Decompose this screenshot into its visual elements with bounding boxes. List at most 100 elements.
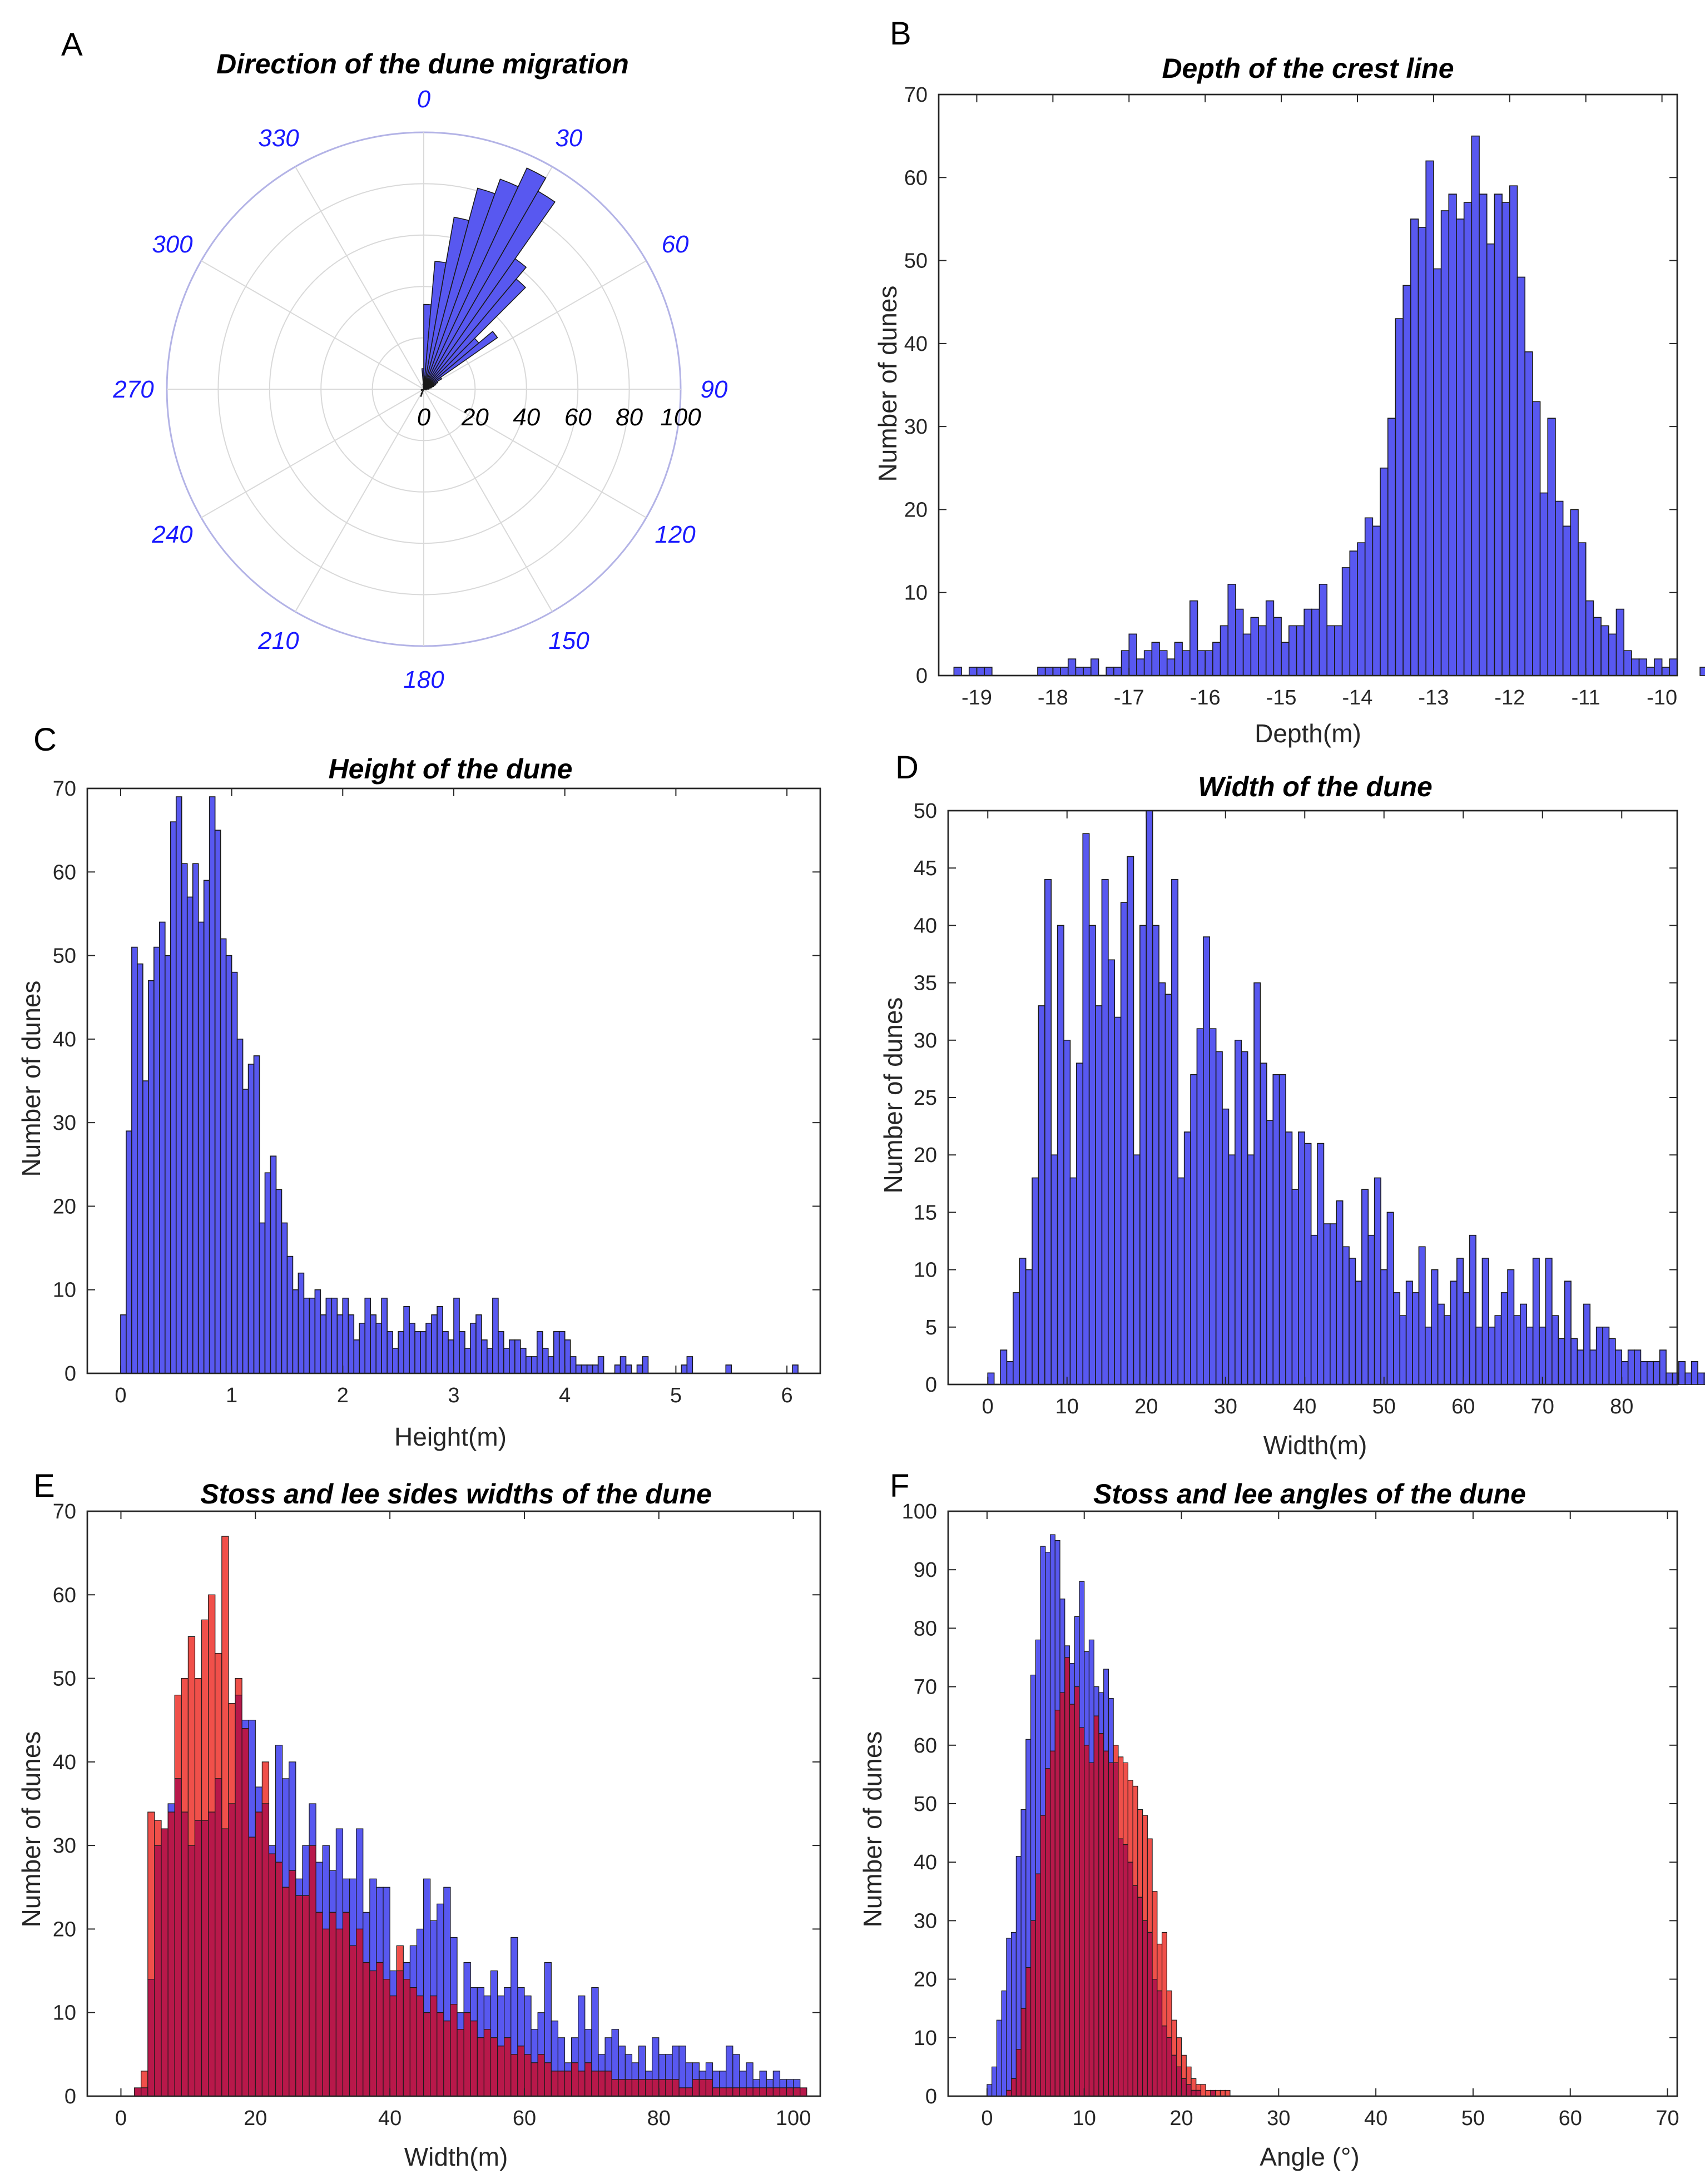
e-bar-overlap-61 [544, 2062, 552, 2097]
c-bar-85 [592, 1364, 599, 1374]
e-bar-top-1 [141, 2071, 148, 2088]
e-bar-overlap-40 [403, 1979, 411, 2097]
b-bar-62 [1425, 160, 1434, 676]
axes-frame [86, 1510, 821, 2097]
b-bar-47 [1311, 608, 1320, 676]
y-tick-label: 40 [914, 1851, 937, 1874]
e-bar-top-42 [416, 1928, 424, 1997]
f-bar-top-29 [1127, 1780, 1133, 1863]
e-bar-top-86 [712, 2071, 720, 2088]
e-bar-overlap-77 [652, 2079, 660, 2097]
b-bar-64 [1440, 210, 1450, 676]
polar-angle-label: 60 [662, 231, 689, 258]
e-bar-overlap-71 [611, 2079, 619, 2097]
e-bar-overlap-0 [134, 2087, 142, 2097]
d-bar-16 [1088, 925, 1096, 1385]
d-bar-53 [1323, 1223, 1331, 1385]
e-bar-top-13 [221, 1536, 229, 1829]
e-bar-overlap-4 [161, 1828, 168, 2097]
polar-labels: 0 30 60 90 120 150 180 210 240 270 300 330 0 20 40 60 80… [112, 86, 728, 693]
f-bar-top-32 [1142, 1815, 1148, 1922]
f-bar-overlap-23 [1098, 1733, 1104, 2097]
panel-label-e: E [33, 1468, 55, 1504]
d-bar-52 [1317, 1143, 1325, 1385]
c-bar-24 [253, 1055, 260, 1374]
f-bar-top-0 [987, 2084, 993, 2097]
y-tick-label: 70 [914, 1676, 937, 1699]
f-bar-overlap-30 [1132, 1885, 1138, 2097]
e-bar-top-97 [786, 2079, 794, 2088]
e-bar-overlap-30 [335, 1928, 344, 2097]
x-tick-label: 100 [776, 2107, 811, 2130]
b-bar-73 [1509, 185, 1518, 676]
d-bar-93 [1577, 1349, 1584, 1385]
y-tick-label: 25 [914, 1086, 937, 1110]
histogram-f: 0 10 20 30 40 50 60 70 0 10 20 30 40 50 60 70 80 90 100 [902, 1500, 1679, 2130]
axes-frame [947, 1510, 1678, 2097]
panel-label-b: B [890, 16, 911, 52]
b-bar-63 [1433, 268, 1442, 676]
c-bar-3 [137, 963, 143, 1374]
b-bar-26 [1151, 642, 1160, 676]
polar-spoke [295, 166, 424, 390]
f-bar-top-22 [1093, 1686, 1099, 1716]
d-bar-35 [1209, 1028, 1217, 1385]
x-tick-label: 3 [448, 1384, 459, 1407]
y-tick-label: 50 [53, 1667, 76, 1691]
b-bar-77 [1539, 492, 1549, 676]
b-bar-58 [1395, 318, 1404, 676]
e-bar-top-70 [604, 2037, 612, 2072]
e-bar-overlap-7 [181, 1811, 189, 2097]
polar-angle-label: 90 [701, 376, 728, 403]
e-bar-top-22 [282, 1778, 290, 1888]
polar-wedge-5 [423, 167, 547, 390]
d-bar-92 [1570, 1338, 1578, 1385]
c-bar-5 [148, 980, 155, 1374]
e-bar-top-58 [524, 1996, 532, 2055]
d-bar-97 [1602, 1327, 1610, 1385]
d-bar-81 [1500, 1292, 1508, 1385]
axes-frame [947, 810, 1678, 1386]
c-bar-9 [170, 821, 177, 1374]
e-bar-top-81 [678, 2046, 686, 2088]
e-bar-overlap-92 [752, 2087, 760, 2097]
y-tick-label: 50 [914, 1793, 937, 1816]
d-bar-78 [1481, 1258, 1489, 1385]
d-bar-39 [1235, 1040, 1242, 1385]
e-bar-top-2 [147, 1811, 155, 1980]
axes-frame [86, 787, 821, 1374]
f-bar-overlap-39 [1176, 2066, 1182, 2097]
f-bar-overlap-24 [1103, 1750, 1109, 2097]
d-bar-105 [1653, 1361, 1661, 1385]
polar-angle-label: 330 [258, 125, 299, 152]
e-bar-top-98 [793, 2079, 801, 2088]
panel-f: F Stoss and lee angles of the dune Angle… [858, 1468, 1679, 2171]
x-tick-label: 20 [244, 2107, 267, 2130]
e-bar-top-23 [289, 1761, 296, 1871]
e-bar-top-93 [759, 2071, 767, 2088]
b-bar-15 [1067, 658, 1077, 676]
e-bar-overlap-57 [517, 2046, 525, 2097]
c-bar-19 [225, 955, 232, 1374]
chart-title-d: Width of the dune [1198, 771, 1433, 802]
e-bar-top-50 [470, 1987, 478, 2022]
f-bar-overlap-16 [1064, 1657, 1070, 2097]
f-bar-overlap-33 [1147, 1932, 1153, 2097]
e-bar-overlap-47 [450, 2004, 458, 2097]
f-bar-top-45 [1205, 2089, 1211, 2097]
e-bar-top-78 [658, 2054, 666, 2080]
c-bar-12 [186, 896, 194, 1374]
d-bar-9 [1044, 879, 1052, 1385]
d-bar-33 [1196, 1028, 1204, 1385]
d-bar-23 [1133, 1154, 1141, 1385]
y-axis-label-f: Number of dunes [858, 1731, 887, 1928]
c-bar-60 [453, 1297, 460, 1374]
polar-spoke [201, 389, 424, 518]
e-bar-top-48 [457, 2012, 464, 2030]
f-bar-top-17 [1069, 1662, 1075, 1705]
f-bar-overlap-29 [1127, 1862, 1133, 2097]
e-bar-top-63 [557, 2037, 566, 2072]
b-bar-14 [1060, 667, 1069, 676]
f-bar-top-5 [1011, 1932, 1017, 2079]
e-bar-top-68 [591, 1987, 599, 2072]
